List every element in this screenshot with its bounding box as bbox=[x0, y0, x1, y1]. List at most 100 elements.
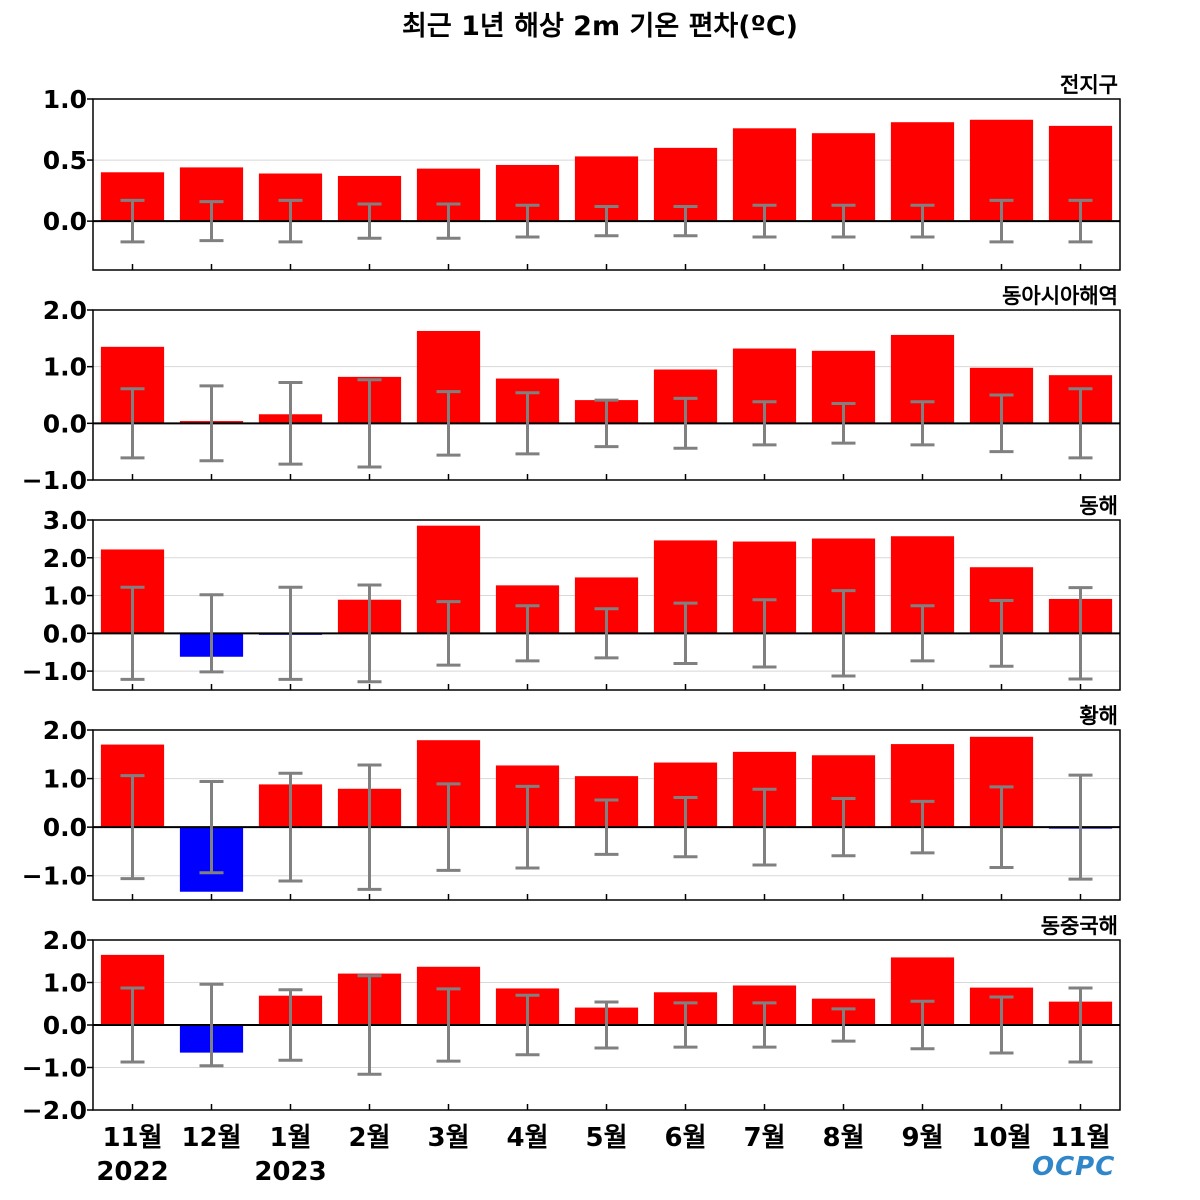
error-bar-5-6 bbox=[515, 993, 540, 1057]
error-bar-5-8 bbox=[673, 1001, 698, 1049]
error-bar-4-5 bbox=[436, 782, 461, 872]
panel-frame bbox=[92, 309, 1121, 481]
error-bar-3-13 bbox=[1068, 586, 1093, 681]
error-bar-2-12 bbox=[989, 393, 1014, 454]
error-bar-1-1 bbox=[120, 198, 145, 244]
y-tick-label: 0.0 bbox=[43, 813, 87, 842]
error-bar-2-10 bbox=[831, 402, 856, 445]
error-bar-5-9 bbox=[752, 1001, 777, 1049]
error-bar-5-3 bbox=[278, 988, 303, 1062]
chart-title: 최근 1년 해상 2m 기온 편차(ºC) bbox=[402, 11, 798, 42]
x-month-label: 3월 bbox=[427, 1123, 469, 1153]
error-bar-4-8 bbox=[673, 796, 698, 859]
y-tick-label: −1.0 bbox=[22, 1054, 87, 1083]
error-bar-2-13 bbox=[1068, 387, 1093, 460]
error-bar-1-8 bbox=[673, 204, 698, 238]
error-bar-5-7 bbox=[594, 1000, 619, 1050]
error-bar-1-2 bbox=[199, 200, 224, 243]
error-bar-5-13 bbox=[1068, 986, 1093, 1064]
region-label: 전지구 bbox=[1060, 73, 1118, 97]
error-bar-4-4 bbox=[357, 763, 382, 891]
x-month-label: 1월 bbox=[269, 1123, 311, 1153]
y-tick-label: 2.0 bbox=[43, 544, 87, 573]
error-bar-2-5 bbox=[436, 390, 461, 457]
y-tick-label: 2.0 bbox=[43, 716, 87, 745]
ocpc-logo: OCPC bbox=[1032, 1152, 1116, 1182]
error-bar-3-12 bbox=[989, 598, 1014, 668]
error-bar-1-6 bbox=[515, 203, 540, 239]
error-bar-3-10 bbox=[831, 589, 856, 678]
error-bar-4-7 bbox=[594, 798, 619, 856]
region-label: 동해 bbox=[1079, 494, 1118, 518]
x-year-label: 2023 bbox=[254, 1157, 326, 1187]
error-bar-2-9 bbox=[752, 400, 777, 447]
x-month-label: 2월 bbox=[348, 1123, 390, 1153]
y-tick-label: 0.0 bbox=[43, 1011, 87, 1040]
error-bar-4-3 bbox=[278, 771, 303, 883]
x-month-label: 11월 bbox=[1050, 1123, 1110, 1153]
error-bar-2-8 bbox=[673, 396, 698, 450]
error-bar-4-11 bbox=[910, 799, 935, 855]
error-bar-5-12 bbox=[989, 995, 1014, 1055]
error-bar-3-4 bbox=[357, 583, 382, 684]
error-bar-4-2 bbox=[199, 779, 224, 875]
error-bar-2-2 bbox=[199, 384, 224, 463]
error-bar-4-6 bbox=[515, 784, 540, 870]
error-bar-1-9 bbox=[752, 203, 777, 239]
error-bar-5-5 bbox=[436, 987, 461, 1063]
x-month-label: 10월 bbox=[971, 1123, 1031, 1153]
region-label: 동중국해 bbox=[1041, 914, 1118, 938]
y-tick-label: −1.0 bbox=[22, 862, 87, 891]
error-bar-5-10 bbox=[831, 1007, 856, 1043]
y-tick-label: 1.0 bbox=[43, 353, 87, 382]
error-bar-2-1 bbox=[120, 387, 145, 460]
error-bar-3-7 bbox=[594, 607, 619, 660]
error-bar-4-10 bbox=[831, 796, 856, 858]
error-bar-3-11 bbox=[910, 604, 935, 663]
x-month-label: 11월 bbox=[102, 1123, 162, 1153]
y-tick-label: 1.0 bbox=[43, 85, 87, 114]
x-month-label: 9월 bbox=[901, 1123, 943, 1153]
y-tick-label: −2.0 bbox=[22, 1096, 87, 1125]
y-tick-label: 2.0 bbox=[43, 296, 87, 325]
region-label: 동아시아해역 bbox=[1002, 284, 1118, 308]
y-tick-label: 2.0 bbox=[43, 926, 87, 955]
error-bar-2-11 bbox=[910, 400, 935, 447]
error-bar-3-6 bbox=[515, 604, 540, 663]
y-tick-label: 0.5 bbox=[43, 146, 87, 175]
region-label: 황해 bbox=[1079, 704, 1118, 728]
x-month-label: 5월 bbox=[585, 1123, 627, 1153]
error-bar-1-10 bbox=[831, 203, 856, 239]
error-bar-1-13 bbox=[1068, 198, 1093, 244]
error-bar-4-9 bbox=[752, 787, 777, 867]
error-bar-5-2 bbox=[199, 982, 224, 1068]
error-bar-3-8 bbox=[673, 601, 698, 666]
x-month-label: 4월 bbox=[506, 1123, 548, 1153]
error-bar-3-9 bbox=[752, 598, 777, 669]
error-bar-5-4 bbox=[357, 974, 382, 1076]
error-bar-3-3 bbox=[278, 585, 303, 681]
error-bar-2-6 bbox=[515, 391, 540, 456]
y-tick-label: 0.0 bbox=[43, 409, 87, 438]
error-bar-1-4 bbox=[357, 202, 382, 240]
error-bar-5-11 bbox=[910, 999, 935, 1051]
y-tick-label: 3.0 bbox=[43, 506, 87, 535]
error-bar-1-7 bbox=[594, 204, 619, 238]
error-bar-1-5 bbox=[436, 202, 461, 240]
x-month-label: 6월 bbox=[664, 1123, 706, 1153]
x-month-label: 12월 bbox=[181, 1123, 241, 1153]
error-bar-2-4 bbox=[357, 378, 382, 469]
error-bar-2-7 bbox=[594, 398, 619, 449]
x-month-label: 7월 bbox=[743, 1123, 785, 1153]
error-bar-1-12 bbox=[989, 198, 1014, 244]
y-tick-label: 0.0 bbox=[43, 619, 87, 648]
error-bar-1-3 bbox=[278, 198, 303, 244]
x-year-label: 2022 bbox=[96, 1157, 168, 1187]
error-bar-5-1 bbox=[120, 986, 145, 1064]
x-month-label: 8월 bbox=[822, 1123, 864, 1153]
error-bar-1-11 bbox=[910, 203, 935, 239]
y-tick-label: 1.0 bbox=[43, 969, 87, 998]
error-bar-2-3 bbox=[278, 381, 303, 466]
error-bar-4-1 bbox=[120, 774, 145, 881]
